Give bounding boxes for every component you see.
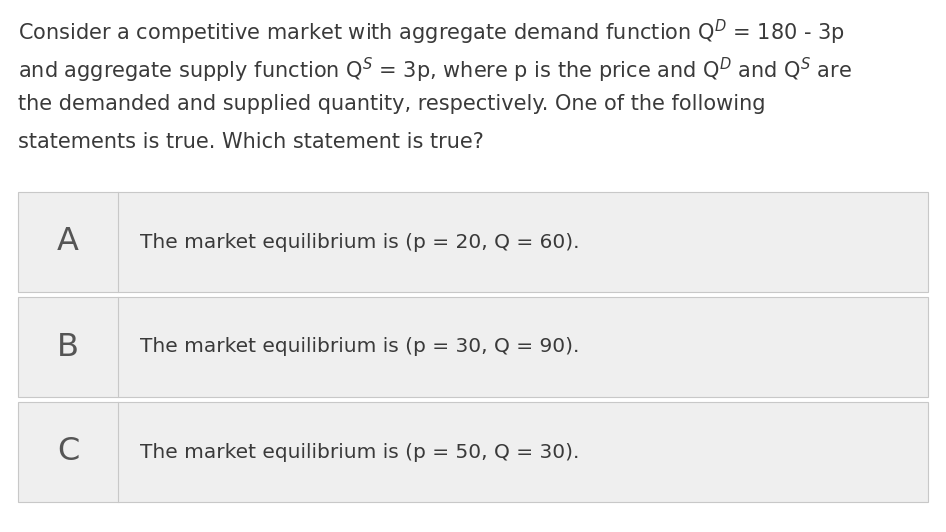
FancyBboxPatch shape <box>18 192 928 292</box>
Text: A: A <box>57 227 79 257</box>
Text: The market equilibrium is (p = 30, Q = 90).: The market equilibrium is (p = 30, Q = 9… <box>140 337 579 356</box>
Text: The market equilibrium is (p = 20, Q = 60).: The market equilibrium is (p = 20, Q = 6… <box>140 232 580 252</box>
Text: C: C <box>57 436 79 468</box>
Text: The market equilibrium is (p = 50, Q = 30).: The market equilibrium is (p = 50, Q = 3… <box>140 443 579 461</box>
Text: statements is true. Which statement is true?: statements is true. Which statement is t… <box>18 132 483 152</box>
Text: and aggregate supply function Q$^S$ = 3p, where p is the price and Q$^D$ and Q$^: and aggregate supply function Q$^S$ = 3p… <box>18 56 851 85</box>
Text: the demanded and supplied quantity, respectively. One of the following: the demanded and supplied quantity, resp… <box>18 94 765 114</box>
FancyBboxPatch shape <box>18 297 928 397</box>
FancyBboxPatch shape <box>18 402 928 502</box>
Text: B: B <box>57 331 79 362</box>
Text: Consider a competitive market with aggregate demand function Q$^D$ = 180 - 3p: Consider a competitive market with aggre… <box>18 18 845 47</box>
